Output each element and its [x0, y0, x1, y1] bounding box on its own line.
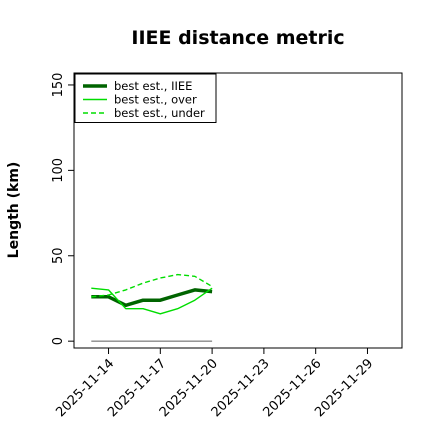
y-tick-label: 150 [51, 73, 66, 98]
y-tick-label: 0 [51, 337, 66, 345]
y-tick-label: 100 [51, 158, 66, 183]
series-line-2 [91, 287, 213, 315]
y-axis-label: Length (km) [6, 162, 22, 259]
legend-label: best est., over [114, 93, 197, 107]
chart-title: IIEE distance metric [131, 27, 344, 49]
axes-layer: 0501001502025-11-142025-11-172025-11-202… [51, 73, 376, 421]
series-layer [91, 273, 213, 342]
series-line-3 [91, 273, 213, 298]
legend-box [74, 73, 217, 123]
legend-label: best est., under [114, 106, 205, 120]
series-line-1 [91, 288, 213, 308]
legend-label: best est., IIEE [114, 79, 192, 93]
y-tick-label: 50 [51, 247, 66, 264]
plot-frame [73, 72, 403, 349]
